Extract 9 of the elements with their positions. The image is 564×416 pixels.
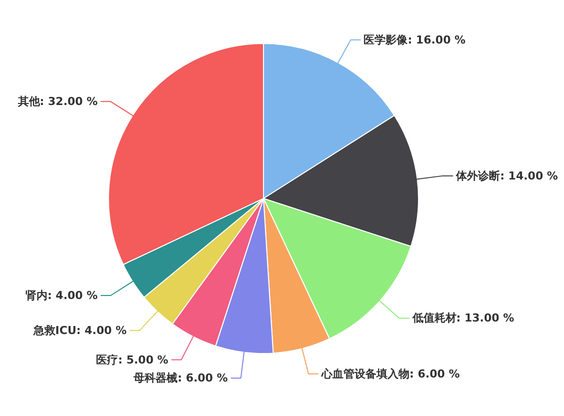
slice-label: 母科器械: 6.00 % (132, 372, 228, 385)
slice-label: 医疗: 5.00 % (96, 353, 168, 366)
slice-label: 心血管设备填入物: 6.00 % (320, 367, 460, 380)
slice-label: 低值耗材: 13.00 % (411, 312, 514, 325)
slice-label: 肾内: 4.00 % (25, 288, 98, 302)
slice-label: 医学影像: 16.00 % (364, 33, 466, 46)
slice-label: 其他: 32.00 % (16, 95, 98, 108)
slice-label: 急救ICU: 4.00 % (32, 324, 127, 337)
slice-label: 体外诊断: 14.00 % (455, 169, 558, 182)
